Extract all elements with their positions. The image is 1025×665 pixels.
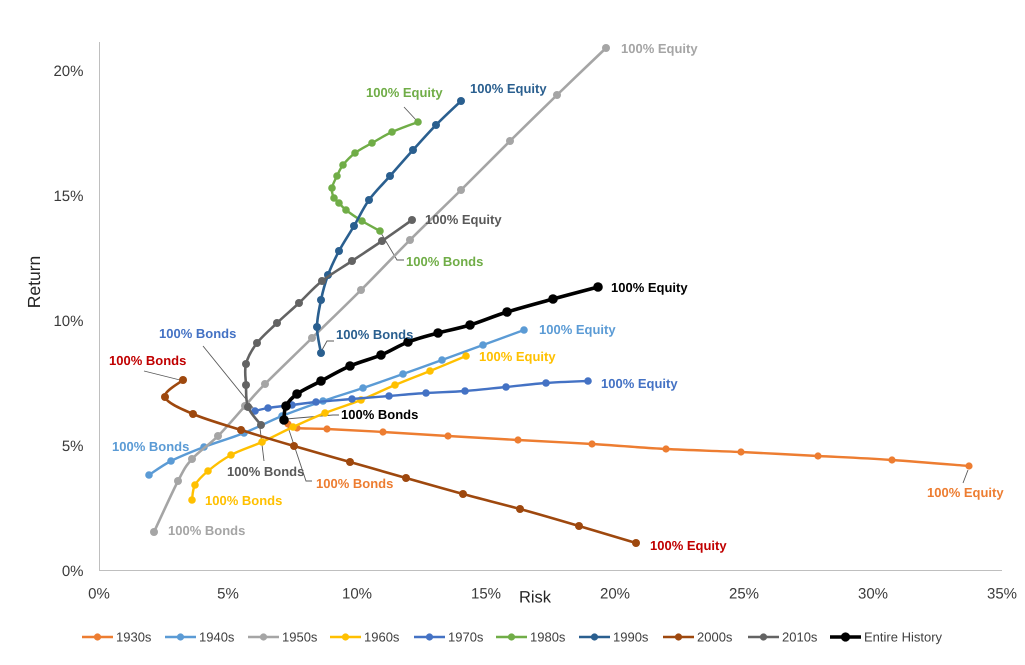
svg-text:1970s: 1970s [448, 630, 484, 645]
svg-text:100% Equity: 100% Equity [650, 538, 727, 553]
svg-text:20%: 20% [600, 586, 630, 603]
svg-text:100% Bonds: 100% Bonds [341, 407, 418, 422]
svg-text:1950s: 1950s [282, 630, 318, 645]
svg-text:100% Bonds: 100% Bonds [112, 439, 189, 454]
svg-text:100% Bonds: 100% Bonds [406, 254, 483, 269]
svg-text:1960s: 1960s [364, 630, 400, 645]
svg-text:100% Bonds: 100% Bonds [227, 464, 304, 479]
svg-text:15%: 15% [53, 188, 83, 205]
svg-text:0%: 0% [62, 563, 84, 580]
svg-text:100% Equity: 100% Equity [539, 322, 616, 337]
svg-text:Return: Return [24, 256, 44, 309]
svg-text:100% Bonds: 100% Bonds [159, 326, 236, 341]
svg-text:100% Equity: 100% Equity [470, 81, 547, 96]
svg-text:100% Equity: 100% Equity [425, 212, 502, 227]
svg-text:100% Equity: 100% Equity [927, 485, 1004, 500]
svg-text:0%: 0% [88, 586, 110, 603]
svg-text:10%: 10% [342, 586, 372, 603]
svg-text:1930s: 1930s [116, 630, 152, 645]
svg-text:100% Equity: 100% Equity [601, 376, 678, 391]
svg-text:5%: 5% [217, 586, 239, 603]
svg-text:100% Equity: 100% Equity [479, 349, 556, 364]
svg-text:1980s: 1980s [530, 630, 566, 645]
svg-text:100% Bonds: 100% Bonds [205, 493, 282, 508]
svg-text:20%: 20% [53, 63, 83, 80]
svg-text:100% Bonds: 100% Bonds [168, 523, 245, 538]
svg-text:15%: 15% [471, 586, 501, 603]
svg-text:10%: 10% [53, 313, 83, 330]
svg-text:100% Bonds: 100% Bonds [336, 327, 413, 342]
svg-text:100% Equity: 100% Equity [621, 41, 698, 56]
svg-text:100% Equity: 100% Equity [366, 85, 443, 100]
svg-text:2000s: 2000s [697, 630, 733, 645]
svg-text:1940s: 1940s [199, 630, 235, 645]
svg-text:Entire History: Entire History [864, 630, 943, 645]
svg-text:35%: 35% [987, 586, 1017, 603]
svg-text:100% Bonds: 100% Bonds [316, 476, 393, 491]
svg-text:30%: 30% [858, 586, 888, 603]
svg-text:1990s: 1990s [613, 630, 649, 645]
svg-text:25%: 25% [729, 586, 759, 603]
svg-text:5%: 5% [62, 438, 84, 455]
svg-text:100% Equity: 100% Equity [611, 280, 688, 295]
svg-text:Risk: Risk [519, 589, 552, 607]
svg-text:100% Bonds: 100% Bonds [109, 353, 186, 368]
svg-text:2010s: 2010s [782, 630, 818, 645]
